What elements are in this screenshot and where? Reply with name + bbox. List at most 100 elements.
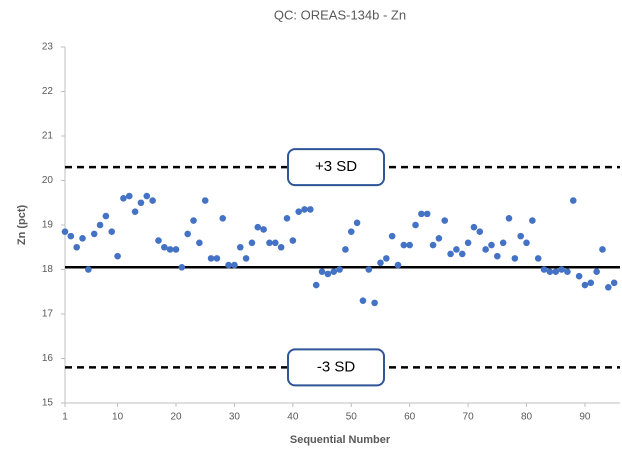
y-tick-label: 16 (42, 353, 54, 364)
point (307, 206, 314, 213)
point (423, 210, 431, 218)
point (347, 228, 355, 235)
point (295, 208, 302, 215)
point (219, 215, 227, 222)
point (488, 241, 495, 249)
point (575, 272, 583, 280)
point (190, 217, 197, 224)
point (330, 268, 338, 276)
point (505, 215, 513, 222)
point (394, 261, 402, 269)
point (587, 279, 595, 287)
point (371, 299, 378, 307)
point (85, 266, 92, 273)
point (201, 197, 209, 204)
point (254, 223, 262, 231)
point (196, 239, 203, 247)
point (155, 237, 162, 244)
point (429, 241, 437, 249)
point (178, 263, 186, 271)
point (277, 243, 285, 251)
point (248, 239, 256, 247)
point (184, 230, 191, 238)
point (359, 297, 367, 304)
chart-title: QC: OREAS-134b - Zn (274, 7, 406, 22)
point (131, 208, 139, 215)
point (272, 239, 279, 247)
point (435, 235, 443, 242)
point (289, 237, 297, 244)
x-tick-label: 70 (463, 412, 475, 423)
point (336, 266, 343, 273)
point (540, 266, 548, 273)
point (353, 219, 361, 227)
point (464, 239, 472, 247)
point (406, 241, 413, 249)
point (599, 246, 606, 253)
point (149, 197, 156, 204)
point (166, 246, 174, 253)
point (610, 279, 618, 287)
point (482, 246, 489, 253)
point (383, 255, 390, 262)
point (523, 239, 530, 247)
x-tick-label: 1 (62, 412, 68, 423)
point (161, 243, 168, 251)
x-tick-label: 60 (404, 412, 416, 423)
point (564, 268, 571, 276)
point (213, 255, 221, 262)
x-tick-label: 50 (346, 412, 358, 423)
point (120, 195, 127, 202)
point (79, 235, 86, 242)
point (301, 206, 308, 213)
point (593, 268, 600, 276)
point (266, 239, 273, 247)
x-tick-label: 30 (229, 412, 241, 423)
point (114, 252, 121, 260)
point (242, 255, 250, 262)
x-tick-label: 10 (112, 412, 124, 423)
point (108, 228, 116, 235)
point (377, 259, 384, 267)
x-tick-label: 40 (287, 412, 299, 423)
point (453, 246, 460, 253)
point (137, 199, 145, 207)
point (412, 221, 419, 229)
point (470, 223, 478, 231)
label-box (287, 148, 385, 187)
point (400, 241, 408, 249)
label-box (287, 348, 385, 387)
point (494, 252, 501, 260)
point (324, 270, 332, 278)
point (143, 192, 151, 200)
point (342, 246, 349, 253)
point (231, 261, 238, 269)
x-tick-label: 20 (170, 412, 182, 423)
point (312, 281, 320, 289)
y-tick-label: 18 (42, 264, 54, 275)
point (388, 232, 396, 240)
point (605, 284, 612, 291)
point (499, 239, 507, 247)
point (558, 266, 565, 273)
y-axis-label: Zn (pct) (16, 205, 28, 246)
point (125, 192, 133, 200)
point (90, 230, 98, 238)
reference-label: +3 SD (315, 158, 357, 175)
x-tick-label: 90 (579, 412, 591, 423)
y-tick-label: 22 (42, 86, 54, 97)
point (441, 217, 449, 224)
y-tick-label: 21 (42, 131, 54, 142)
point (546, 268, 554, 276)
point (365, 266, 373, 273)
point (236, 243, 244, 251)
point (283, 215, 291, 222)
point (418, 210, 425, 218)
x-tick-label: 80 (521, 412, 533, 423)
reference-label: -3 SD (317, 358, 356, 375)
point (61, 228, 69, 235)
point (207, 255, 215, 262)
point (581, 281, 589, 289)
y-tick-label: 17 (42, 309, 54, 320)
point (67, 232, 75, 240)
